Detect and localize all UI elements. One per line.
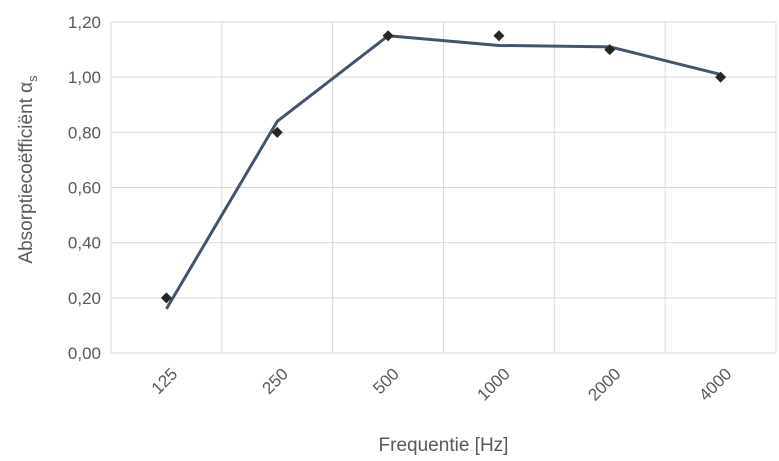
y-tick-label: 0,20 xyxy=(68,289,101,308)
x-tick-label: 250 xyxy=(259,364,292,397)
y-tick-label: 0,80 xyxy=(68,123,101,142)
y-tick-label: 0,40 xyxy=(68,234,101,253)
y-tick-label: 0,60 xyxy=(68,179,101,198)
y-axis-title-subscript: s xyxy=(25,75,40,82)
y-axis-title: Absorptiecoëfficiënt αs xyxy=(16,75,40,264)
data-point-marker xyxy=(160,292,172,304)
series xyxy=(160,30,727,310)
x-tick-label: 1000 xyxy=(474,364,514,404)
data-point-marker xyxy=(493,30,505,42)
data-point-marker xyxy=(604,44,616,56)
x-tick-label: 125 xyxy=(148,364,181,397)
gridlines xyxy=(110,21,777,354)
data-point-marker xyxy=(382,30,394,42)
x-tick-label: 500 xyxy=(369,364,402,397)
x-tick-label: 4000 xyxy=(695,364,735,404)
y-tick-label: 0,00 xyxy=(68,344,101,363)
trend-line xyxy=(165,34,721,310)
y-tick-label: 1,20 xyxy=(68,13,101,32)
data-point-marker xyxy=(271,126,283,138)
y-tick-labels: 0,00 0,20 0,40 0,60 0,80 1,00 1,20 xyxy=(68,13,101,363)
x-tick-labels: 125 250 500 1000 2000 4000 xyxy=(148,364,736,404)
y-tick-label: 1,00 xyxy=(68,68,101,87)
x-tick-label: 2000 xyxy=(584,364,624,404)
data-point-marker xyxy=(715,71,727,83)
y-axis-title-main: Absorptiecoëfficiënt α xyxy=(16,82,37,264)
x-axis-title: Frequentie [Hz] xyxy=(379,435,509,456)
